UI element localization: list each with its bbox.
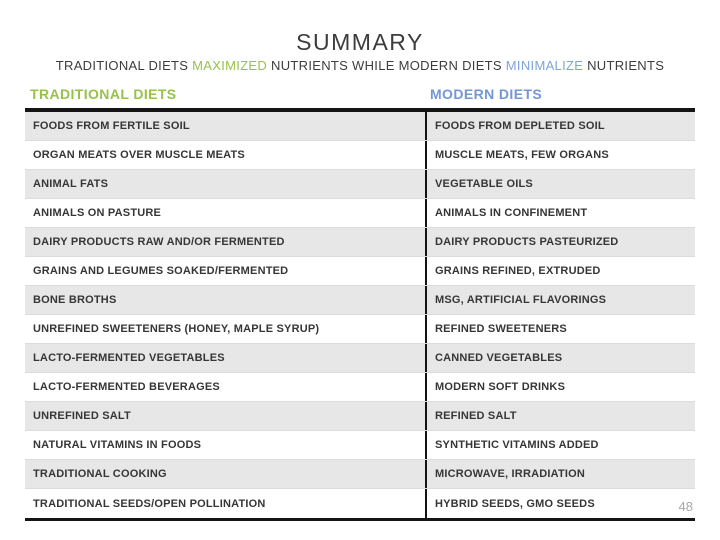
table-row: ORGAN MEATS OVER MUSCLE MEATS MUSCLE MEAT… xyxy=(25,141,695,170)
table-row: TRADITIONAL COOKING MICROWAVE, IRRADIATIO… xyxy=(25,460,695,489)
cell-traditional: LACTO-FERMENTED BEVERAGES xyxy=(33,381,220,393)
cell-modern: FOODS FROM DEPLETED SOIL xyxy=(425,112,695,140)
cell-traditional: TRADITIONAL COOKING xyxy=(33,468,167,480)
subtitle-highlight-maximized: MAXIMIZED xyxy=(192,58,268,73)
cell-traditional: BONE BROTHS xyxy=(33,294,117,306)
table-row: LACTO-FERMENTED VEGETABLES CANNED VEGETAB… xyxy=(25,344,695,373)
table-row: UNREFINED SALT REFINED SALT xyxy=(25,402,695,431)
table-row: TRADITIONAL SEEDS/OPEN POLLINATION HYBRID… xyxy=(25,489,695,518)
cell-traditional: UNREFINED SWEETENERS (HONEY, MAPLE SYRUP… xyxy=(33,323,320,335)
cell-modern: VEGETABLE OILS xyxy=(425,170,695,198)
cell-modern: MSG, ARTIFICIAL FLAVORINGS xyxy=(425,286,695,314)
cell-modern: MODERN SOFT DRINKS xyxy=(425,373,695,401)
table-row: GRAINS AND LEGUMES SOAKED/FERMENTED GRAIN… xyxy=(25,257,695,286)
column-header-traditional: TRADITIONAL DIETS xyxy=(30,86,177,102)
table-row: ANIMALS ON PASTURE ANIMALS IN CONFINEMENT xyxy=(25,199,695,228)
table-row: FOODS FROM FERTILE SOIL FOODS FROM DEPLET… xyxy=(25,112,695,141)
slide-title: SUMMARY xyxy=(296,29,424,55)
subtitle-text-2: NUTRIENTS WHILE MODERN DIETS xyxy=(267,58,506,73)
cell-modern: MICROWAVE, IRRADIATION xyxy=(425,460,695,488)
cell-modern: HYBRID SEEDS, GMO SEEDS xyxy=(425,489,695,518)
cell-traditional: LACTO-FERMENTED VEGETABLES xyxy=(33,352,225,364)
cell-traditional: UNREFINED SALT xyxy=(33,410,131,422)
table-row: UNREFINED SWEETENERS (HONEY, MAPLE SYRUP… xyxy=(25,315,695,344)
cell-modern: GRAINS REFINED, EXTRUDED xyxy=(425,257,695,285)
cell-modern: REFINED SALT xyxy=(425,402,695,430)
table-row: LACTO-FERMENTED BEVERAGES MODERN SOFT DRI… xyxy=(25,373,695,402)
subtitle-text-3: NUTRIENTS xyxy=(583,58,665,73)
cell-traditional: DAIRY PRODUCTS RAW AND/OR FERMENTED xyxy=(33,236,285,248)
comparison-table: FOODS FROM FERTILE SOIL FOODS FROM DEPLET… xyxy=(25,108,695,521)
cell-traditional: ANIMALS ON PASTURE xyxy=(33,207,162,219)
cell-modern: CANNED VEGETABLES xyxy=(425,344,695,372)
slide-subtitle: TRADITIONAL DIETS MAXIMIZED NUTRIENTS WH… xyxy=(0,58,720,73)
cell-modern: MUSCLE MEATS, FEW ORGANS xyxy=(425,141,695,169)
column-header-modern: MODERN DIETS xyxy=(430,86,543,102)
cell-traditional: ORGAN MEATS OVER MUSCLE MEATS xyxy=(33,149,245,161)
subtitle-highlight-minimalize: MINIMALIZE xyxy=(505,58,584,73)
page-number: 48 xyxy=(678,499,693,514)
table-row: NATURAL VITAMINS IN FOODS SYNTHETIC VITAM… xyxy=(25,431,695,460)
cell-traditional: GRAINS AND LEGUMES SOAKED/FERMENTED xyxy=(33,265,289,277)
cell-traditional: TRADITIONAL SEEDS/OPEN POLLINATION xyxy=(33,497,266,510)
cell-modern: DAIRY PRODUCTS PASTEURIZED xyxy=(425,228,695,256)
cell-modern: ANIMALS IN CONFINEMENT xyxy=(425,199,695,227)
table-row: DAIRY PRODUCTS RAW AND/OR FERMENTED DAIRY… xyxy=(25,228,695,257)
cell-traditional: FOODS FROM FERTILE SOIL xyxy=(33,120,190,132)
table-row: ANIMAL FATS VEGETABLE OILS xyxy=(25,170,695,199)
cell-modern: REFINED SWEETENERS xyxy=(425,315,695,343)
cell-traditional: NATURAL VITAMINS IN FOODS xyxy=(33,439,202,451)
cell-traditional: ANIMAL FATS xyxy=(33,178,109,190)
cell-modern: SYNTHETIC VITAMINS ADDED xyxy=(425,431,695,459)
table-row: BONE BROTHS MSG, ARTIFICIAL FLAVORINGS xyxy=(25,286,695,315)
subtitle-text-1: TRADITIONAL DIETS xyxy=(55,58,193,73)
